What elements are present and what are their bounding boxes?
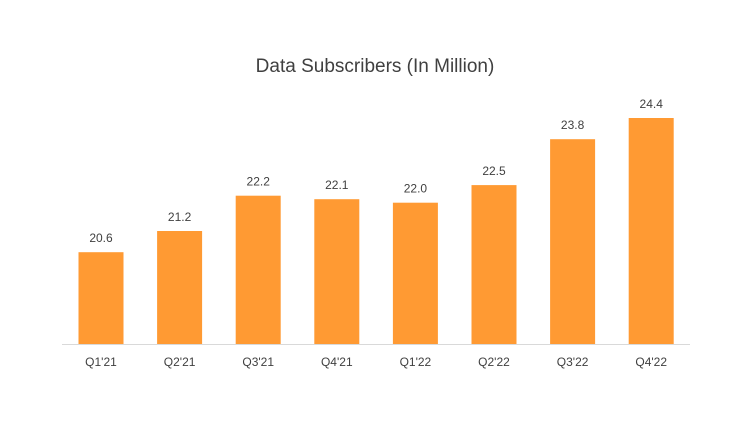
data-label-6: 23.8 bbox=[561, 118, 585, 132]
x-tick-label-6: Q3'22 bbox=[557, 355, 589, 369]
x-tick-label-1: Q2'21 bbox=[164, 355, 196, 369]
bar-2 bbox=[235, 195, 281, 344]
bar-4 bbox=[392, 202, 438, 344]
data-label-7: 24.4 bbox=[640, 97, 664, 111]
data-label-4: 22.0 bbox=[404, 182, 428, 196]
bar-3 bbox=[314, 199, 360, 344]
bar-5 bbox=[471, 185, 517, 344]
bar-1 bbox=[157, 231, 203, 344]
data-label-3: 22.1 bbox=[325, 178, 349, 192]
bar-6 bbox=[550, 139, 596, 344]
data-label-1: 21.2 bbox=[168, 210, 192, 224]
bar-0 bbox=[78, 252, 124, 344]
data-label-2: 22.2 bbox=[247, 175, 271, 189]
data-label-0: 20.6 bbox=[89, 231, 113, 245]
bar-7 bbox=[628, 118, 674, 344]
x-tick-label-2: Q3'21 bbox=[242, 355, 274, 369]
x-tick-label-3: Q4'21 bbox=[321, 355, 353, 369]
data-label-5: 22.5 bbox=[482, 164, 506, 178]
x-tick-label-0: Q1'21 bbox=[85, 355, 117, 369]
chart-title: Data Subscribers (In Million) bbox=[255, 56, 495, 77]
x-tick-label-7: Q4'22 bbox=[635, 355, 667, 369]
x-tick-label-4: Q1'22 bbox=[400, 355, 432, 369]
x-tick-label-5: Q2'22 bbox=[478, 355, 510, 369]
